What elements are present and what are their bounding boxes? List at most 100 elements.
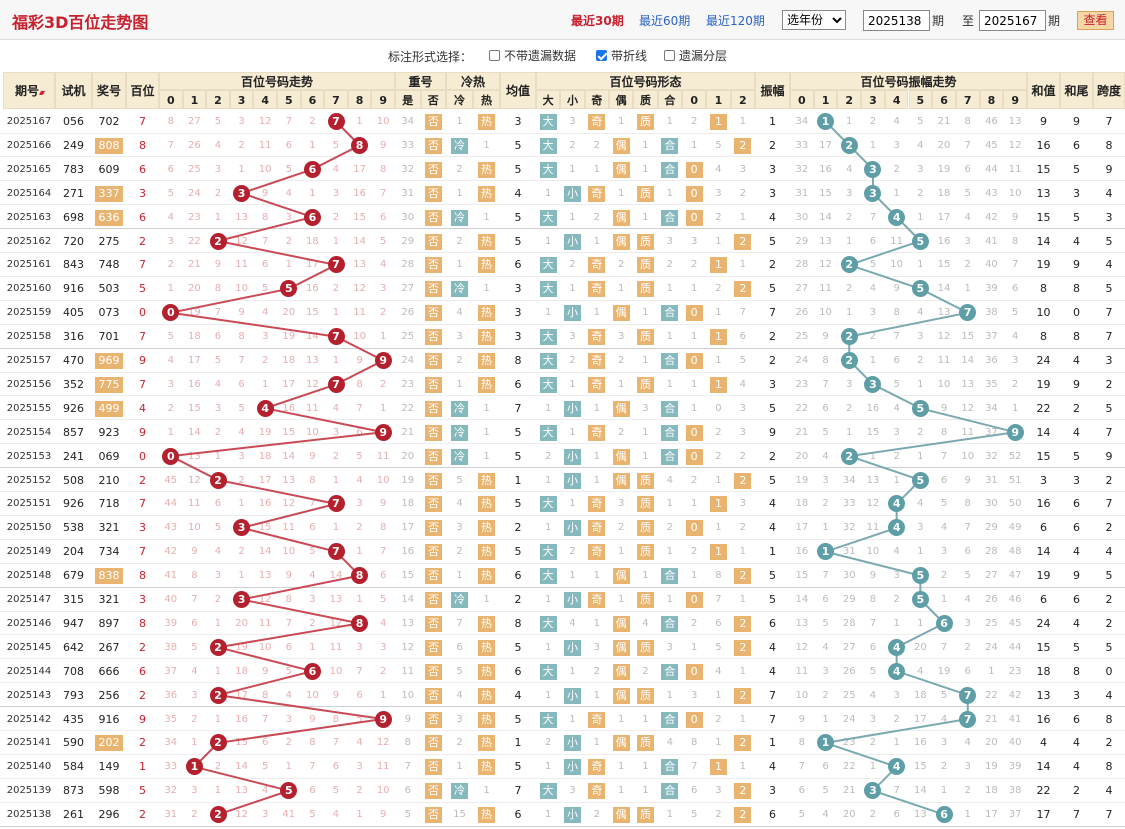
shape-mark: 小 xyxy=(564,592,581,608)
sum-value: 9 xyxy=(1040,115,1047,128)
year-select[interactable]: 选年份 xyxy=(782,10,846,30)
amplitude-value: 3 xyxy=(769,784,776,798)
col-amp-digit: 5 xyxy=(908,90,933,109)
sum-value: 14 xyxy=(1036,545,1051,559)
shape-mark: 质 xyxy=(637,520,654,537)
issue-number: 2025145 xyxy=(6,641,52,653)
trend-miss: 12 xyxy=(188,474,201,486)
amp-miss: 7 xyxy=(869,211,877,223)
shape-mark: 偶 xyxy=(612,735,630,752)
shape-mark: 合 xyxy=(661,353,679,369)
trend-ball: 6 xyxy=(303,662,321,680)
shape-miss: 2 xyxy=(617,259,625,271)
average-value: 8 xyxy=(514,616,522,630)
trend-miss: 20 xyxy=(282,307,296,319)
amp-miss: 3 xyxy=(869,713,877,725)
trend-miss: 4 xyxy=(191,665,198,677)
shape-miss: 1 xyxy=(642,450,649,462)
checkbox-no-missing[interactable] xyxy=(489,50,500,61)
checkbox-layered[interactable] xyxy=(664,50,675,61)
amp-miss: 22 xyxy=(842,761,856,773)
shape-mark: 大 xyxy=(539,281,557,298)
col-hot: 热 xyxy=(473,90,500,109)
trend-miss: 5 xyxy=(214,116,222,127)
col-issue[interactable]: 期号▴▾ xyxy=(3,72,55,109)
col-trend-digit: 8 xyxy=(347,90,372,109)
col-shape-sub: 质 xyxy=(633,90,658,109)
trend-miss: 41 xyxy=(164,570,178,582)
option-layered[interactable]: 遗漏分层 xyxy=(664,47,727,64)
amp-miss: 3 xyxy=(964,235,971,247)
test-number: 873 xyxy=(63,784,84,798)
amplitude-value: 1 xyxy=(769,545,776,559)
shape-miss: 4 xyxy=(666,474,673,486)
repeat-no: 否 xyxy=(425,305,442,322)
trend-miss: 11 xyxy=(188,498,201,510)
shape-miss: 2 xyxy=(715,211,722,223)
shape-miss: 3 xyxy=(617,498,625,510)
shape-miss: 3 xyxy=(715,187,722,199)
shape-miss: 1 xyxy=(569,378,576,390)
shape-miss: 3 xyxy=(569,785,576,797)
trend-miss: 17 xyxy=(306,259,319,271)
amplitude-value: 6 xyxy=(769,616,776,630)
amplitude-value: 5 xyxy=(769,473,776,487)
amp-miss: 1 xyxy=(846,307,853,319)
col-trend-digit: 9 xyxy=(371,90,395,109)
average-value: 5 xyxy=(514,138,522,152)
trend-miss: 4 xyxy=(262,785,269,797)
trend-miss: 6 xyxy=(356,689,363,701)
test-number: 590 xyxy=(63,736,84,750)
option-no-missing[interactable]: 不带遗漏数据 xyxy=(489,47,576,64)
amp-miss: 29 xyxy=(795,235,809,247)
amp-miss: 7 xyxy=(964,139,971,151)
shape-miss: 1 xyxy=(593,307,600,319)
table-row: 2025160 916 503 5 1 20 8 10 5 5 16 2 12 3 27 否冷 1 3 大 1 奇 1 质 1… xyxy=(0,277,1125,301)
amp-miss: 9 xyxy=(964,474,971,486)
shape-mark: 大 xyxy=(539,711,557,728)
winning-number: 202 xyxy=(95,735,123,752)
span-value: 8 xyxy=(1105,712,1113,726)
test-number: 352 xyxy=(63,377,84,391)
winning-number: 808 xyxy=(95,137,123,154)
shape-miss: 1 xyxy=(617,594,625,605)
hot-mark: 热 xyxy=(478,305,495,322)
winning-number: 748 xyxy=(98,258,120,272)
shape-mark: 2 xyxy=(734,783,752,800)
amp-ball: 4 xyxy=(888,638,906,656)
option-polyline[interactable]: 带折线 xyxy=(596,47,647,64)
shape-mark: 大 xyxy=(539,257,557,274)
to-issue-input[interactable] xyxy=(979,10,1046,31)
period-link-30[interactable]: 最近30期 xyxy=(571,14,624,28)
repeat-yes: 25 xyxy=(401,331,415,343)
view-button[interactable]: 查看 xyxy=(1077,11,1114,30)
hundreds-digit: 7 xyxy=(139,330,146,344)
amp-miss: 44 xyxy=(985,163,998,175)
sum-tail-value: 4 xyxy=(1073,760,1080,774)
trend-miss: 3 xyxy=(285,713,292,725)
amp-miss: 7 xyxy=(798,761,806,773)
amp-miss: 2 xyxy=(964,641,971,653)
period-link-60[interactable]: 最近60期 xyxy=(639,14,691,28)
amplitude-value: 3 xyxy=(769,377,776,391)
trend-miss: 9 xyxy=(309,450,316,462)
amp-ball: 4 xyxy=(888,495,906,513)
trend-miss: 7 xyxy=(285,617,292,629)
trend-miss: 1 xyxy=(191,737,198,749)
hundreds-digit: 4 xyxy=(139,401,146,415)
shape-mark: 大 xyxy=(539,783,557,800)
col-repeat: 重号 xyxy=(395,72,446,90)
repeat-yes: 27 xyxy=(401,283,415,295)
hotcold-miss: 1 xyxy=(456,259,463,271)
sort-arrows-icon[interactable]: ▴▾ xyxy=(38,88,45,97)
amplitude-value: 3 xyxy=(769,186,776,200)
trend-miss: 4 xyxy=(356,737,363,749)
col-amp-trend: 百位号码振幅走势 xyxy=(790,72,1027,90)
shape-miss: 2 xyxy=(642,665,649,677)
col-shape-sub: 奇 xyxy=(584,90,609,109)
amplitude-value: 7 xyxy=(769,688,776,702)
from-issue-input[interactable] xyxy=(863,10,930,31)
amp-miss: 26 xyxy=(795,307,809,319)
checkbox-polyline[interactable] xyxy=(596,50,607,61)
period-link-120[interactable]: 最近120期 xyxy=(706,14,765,28)
